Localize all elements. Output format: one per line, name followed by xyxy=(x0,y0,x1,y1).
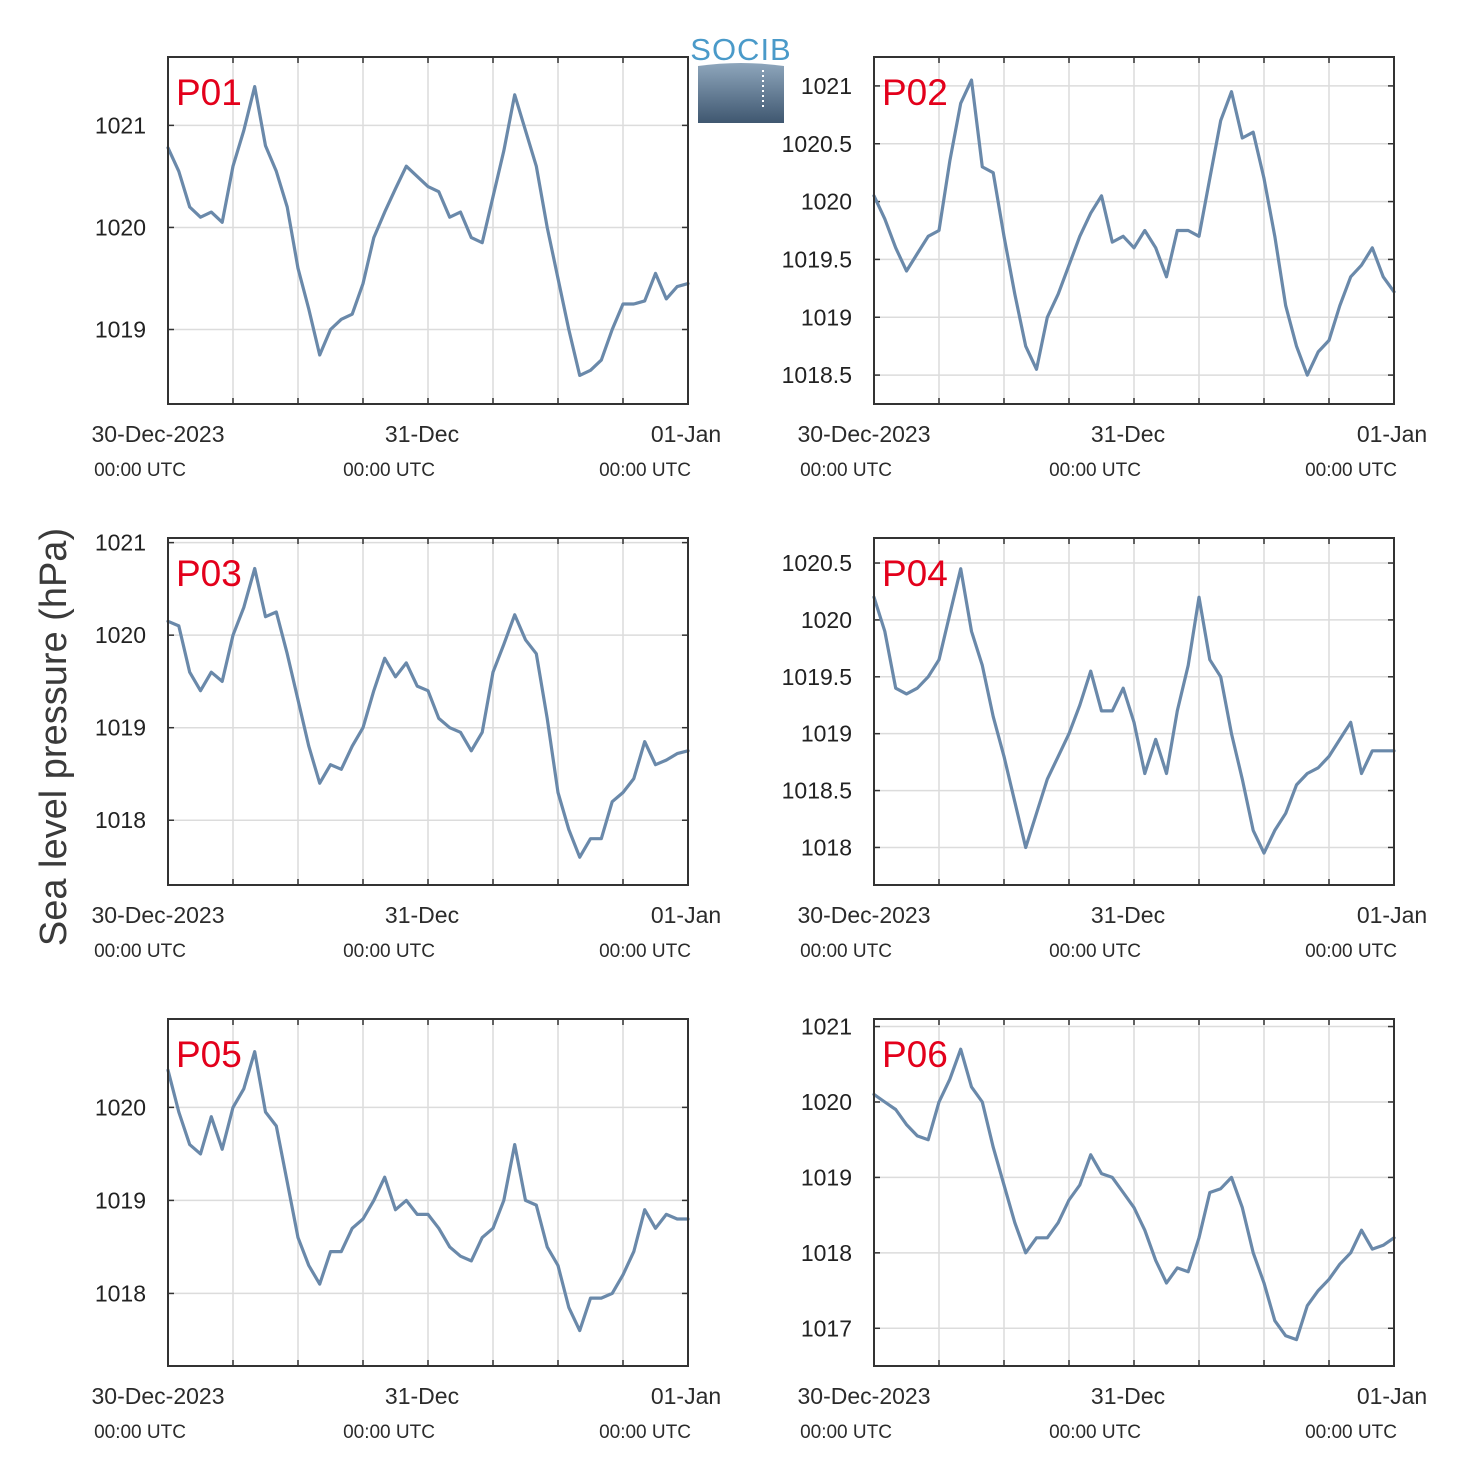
grid xyxy=(874,1019,1394,1366)
grid xyxy=(874,57,1394,404)
plot-frame xyxy=(167,537,689,886)
x-tick-sublabel: 00:00 UTC xyxy=(599,460,691,481)
x-tick-sublabel: 00:00 UTC xyxy=(1305,460,1397,481)
x-tick-sublabel: 00:00 UTC xyxy=(800,941,892,962)
panel-title: P01 xyxy=(176,72,242,113)
y-tick-label: 1021 xyxy=(801,73,852,99)
series-line-0 xyxy=(166,1049,690,1333)
series-line-0 xyxy=(166,84,690,377)
panel-p01: 1019 1020 1021 30-Dec-2023 00:00 UTC 31-Dec 00… xyxy=(92,56,721,481)
x-tick-label: 30-Dec-2023 xyxy=(92,1383,225,1409)
x-tick-label: 31-Dec xyxy=(385,1383,459,1409)
y-tick-label: 1019 xyxy=(95,715,146,741)
x-tick-sublabel: 00:00 UTC xyxy=(1305,1422,1397,1443)
x-tick-sublabel: 00:00 UTC xyxy=(94,460,186,481)
plot-frame xyxy=(167,1018,689,1367)
series-line-0 xyxy=(872,567,1396,855)
y-tick-label: 1020 xyxy=(801,607,852,633)
panel-p03: 1018 1019 1020 1021 30-Dec-2023 00:00 UTC 31-D… xyxy=(92,530,722,962)
y-tick-label: 1019.5 xyxy=(782,664,852,690)
plot-frame xyxy=(873,537,1395,886)
x-tick-label: 01-Jan xyxy=(651,1383,721,1409)
y-tick-label: 1018.5 xyxy=(782,778,852,804)
x-tick-sublabel: 00:00 UTC xyxy=(800,460,892,481)
plot-frame xyxy=(873,56,1395,405)
panel-title: P02 xyxy=(882,72,948,113)
y-tick-label: 1017 xyxy=(801,1315,852,1341)
y-tick-label: 1020 xyxy=(95,1094,146,1120)
panel-title: P04 xyxy=(882,553,948,594)
y-tick-label: 1020 xyxy=(801,189,852,215)
y-tick-label: 1021 xyxy=(95,530,146,556)
grid xyxy=(168,538,688,885)
panel-title: P03 xyxy=(176,553,242,594)
x-tick-label: 31-Dec xyxy=(1091,902,1165,928)
y-tick-label: 1019 xyxy=(801,1164,852,1190)
x-tick-sublabel: 00:00 UTC xyxy=(343,1422,435,1443)
y-tick-label: 1019 xyxy=(801,721,852,747)
socib-logo-wave xyxy=(698,63,784,123)
series-line-0 xyxy=(166,566,690,859)
series-line-0 xyxy=(872,1047,1396,1342)
y-tick-label: 1021 xyxy=(95,112,146,138)
grid xyxy=(168,57,688,404)
y-tick-label: 1018.5 xyxy=(782,362,852,388)
y-tick-label: 1018 xyxy=(801,834,852,860)
series-line-0 xyxy=(872,78,1396,377)
x-tick-sublabel: 00:00 UTC xyxy=(599,941,691,962)
plot-frame xyxy=(873,1018,1395,1367)
x-tick-sublabel: 00:00 UTC xyxy=(1049,1422,1141,1443)
x-tick-label: 01-Jan xyxy=(651,902,721,928)
x-tick-label: 01-Jan xyxy=(1357,421,1427,447)
plot-frame xyxy=(167,56,689,405)
y-tick-label: 1019 xyxy=(95,316,146,342)
x-tick-label: 31-Dec xyxy=(1091,421,1165,447)
x-tick-sublabel: 00:00 UTC xyxy=(94,941,186,962)
panel-title: P05 xyxy=(176,1034,242,1075)
x-tick-label: 31-Dec xyxy=(1091,1383,1165,1409)
panel-p04: 1018 1018.5 1019 1019.5 1020 1020.5 30-Dec-202… xyxy=(782,537,1427,962)
y-tick-label: 1018 xyxy=(801,1240,852,1266)
x-tick-label: 31-Dec xyxy=(385,421,459,447)
x-tick-sublabel: 00:00 UTC xyxy=(343,941,435,962)
panels: 1019 1020 1021 30-Dec-2023 00:00 UTC 31-Dec 00… xyxy=(92,56,1428,1443)
y-tick-label: 1018 xyxy=(95,807,146,833)
x-tick-label: 01-Jan xyxy=(651,421,721,447)
x-tick-label: 30-Dec-2023 xyxy=(92,421,225,447)
panel-p06: 1017 1018 1019 1020 1021 30-Dec-2023 00:00 UTC… xyxy=(798,1014,1428,1443)
y-tick-label: 1021 xyxy=(801,1014,852,1040)
x-tick-label: 30-Dec-2023 xyxy=(798,902,931,928)
panel-p02: 1018.5 1019 1019.5 1020 1020.5 1021 30-Dec-202… xyxy=(782,56,1427,481)
y-tick-label: 1020 xyxy=(801,1089,852,1115)
y-tick-label: 1020.5 xyxy=(782,131,852,157)
x-tick-sublabel: 00:00 UTC xyxy=(1049,460,1141,481)
x-tick-label: 30-Dec-2023 xyxy=(92,902,225,928)
y-tick-label: 1020.5 xyxy=(782,550,852,576)
y-tick-label: 1020 xyxy=(95,214,146,240)
x-tick-sublabel: 00:00 UTC xyxy=(599,1422,691,1443)
x-tick-sublabel: 00:00 UTC xyxy=(1305,941,1397,962)
grid xyxy=(874,538,1394,885)
x-tick-sublabel: 00:00 UTC xyxy=(1049,941,1141,962)
y-tick-label: 1019 xyxy=(95,1187,146,1213)
x-tick-sublabel: 00:00 UTC xyxy=(94,1422,186,1443)
socib-logo-text: SOCIB xyxy=(690,32,791,67)
shared-y-axis-label: Sea level pressure (hPa) xyxy=(33,528,75,946)
y-tick-label: 1019.5 xyxy=(782,246,852,272)
x-tick-sublabel: 00:00 UTC xyxy=(800,1422,892,1443)
x-tick-label: 30-Dec-2023 xyxy=(798,421,931,447)
socib-logo: SOCIB xyxy=(690,32,791,123)
panel-title: P06 xyxy=(882,1034,948,1075)
x-tick-label: 31-Dec xyxy=(385,902,459,928)
x-tick-label: 01-Jan xyxy=(1357,1383,1427,1409)
y-tick-label: 1018 xyxy=(95,1280,146,1306)
x-tick-label: 01-Jan xyxy=(1357,902,1427,928)
x-tick-sublabel: 00:00 UTC xyxy=(343,460,435,481)
y-tick-label: 1019 xyxy=(801,304,852,330)
grid xyxy=(168,1019,688,1366)
y-tick-label: 1020 xyxy=(95,622,146,648)
panel-p05: 1018 1019 1020 30-Dec-2023 00:00 UTC 31-Dec 00… xyxy=(92,1018,721,1443)
x-tick-label: 30-Dec-2023 xyxy=(798,1383,931,1409)
